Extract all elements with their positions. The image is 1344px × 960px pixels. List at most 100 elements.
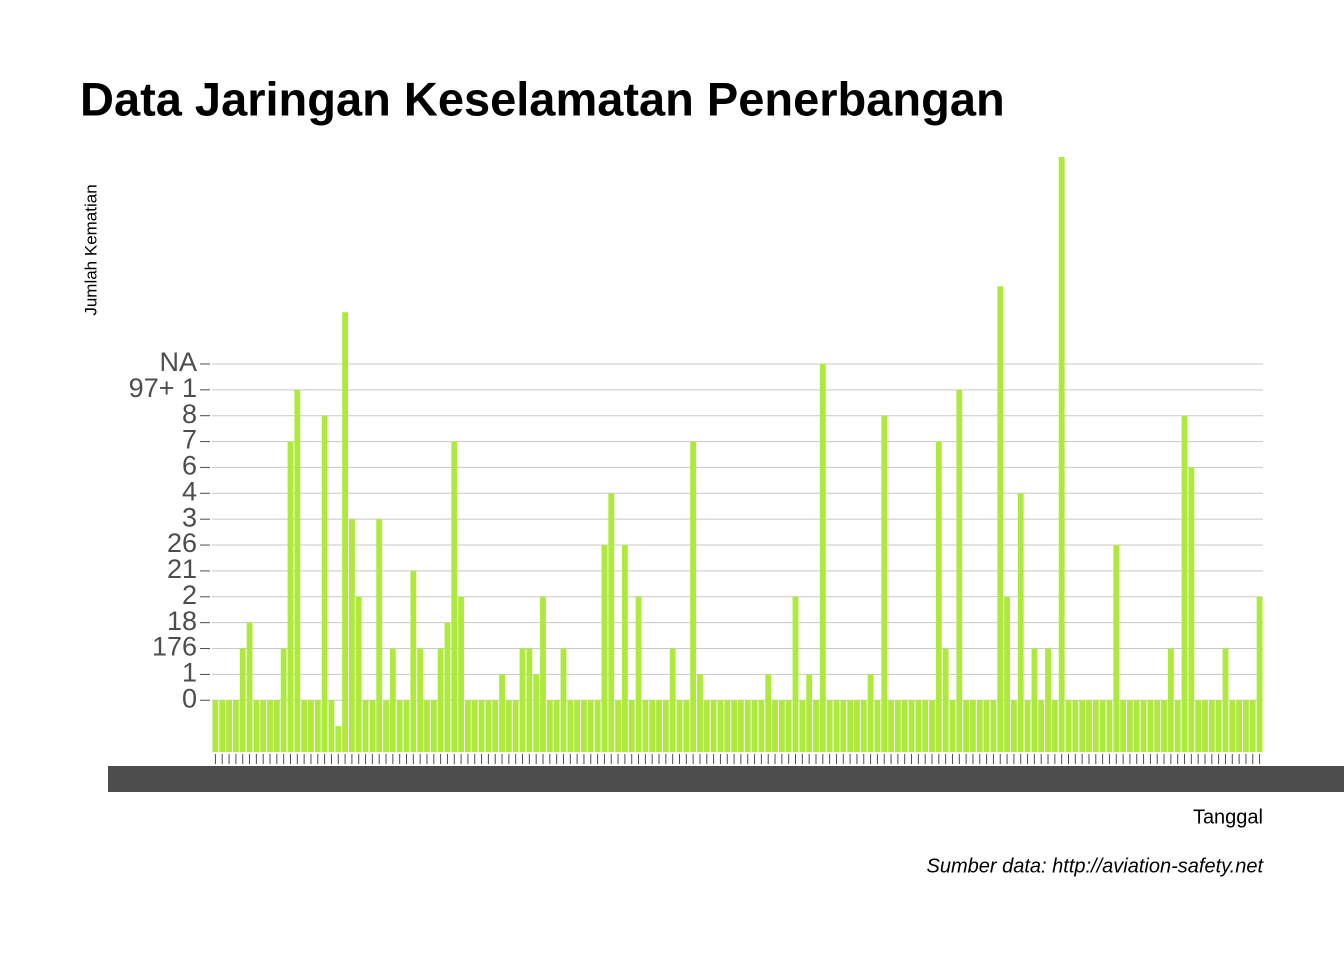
bar <box>1133 700 1140 752</box>
bar <box>376 519 383 752</box>
bar <box>935 441 942 752</box>
bar <box>765 674 772 752</box>
bar <box>792 596 799 752</box>
bar <box>396 700 403 752</box>
bar <box>458 596 465 752</box>
bar <box>949 700 956 752</box>
bar <box>990 700 997 752</box>
bar <box>819 363 826 752</box>
bar <box>1215 700 1222 752</box>
bar <box>410 570 417 752</box>
bar <box>492 700 499 752</box>
bar <box>710 700 717 752</box>
bar <box>1017 493 1024 752</box>
y-tick-label: 6 <box>182 451 197 481</box>
bar <box>772 700 778 752</box>
caption: Sumber data: http://aviation-safety.net <box>927 855 1265 877</box>
bar <box>1031 648 1038 752</box>
bar <box>1222 648 1229 752</box>
bar <box>621 545 628 752</box>
y-tick-label: 2 <box>182 580 197 610</box>
bar <box>1045 648 1051 752</box>
bar <box>854 700 860 752</box>
bar <box>232 700 239 752</box>
bar <box>983 700 990 752</box>
bar <box>806 674 813 752</box>
bar <box>881 415 888 752</box>
bar <box>533 674 540 752</box>
bar <box>867 674 874 752</box>
bar <box>314 700 321 752</box>
x-axis-label: Tanggal <box>1193 806 1263 828</box>
bar <box>1106 700 1113 752</box>
bar <box>1120 700 1127 752</box>
bar <box>1065 700 1072 752</box>
y-tick-label: 4 <box>182 476 197 506</box>
bar <box>273 700 280 752</box>
bar <box>683 700 690 752</box>
bar <box>1127 700 1133 752</box>
bar <box>1243 700 1249 752</box>
y-tick-label: 97+ 1 <box>129 373 197 403</box>
bar <box>485 700 492 752</box>
bar <box>1208 700 1215 752</box>
bar <box>1195 700 1202 752</box>
bar <box>1004 596 1010 752</box>
bar <box>567 700 574 752</box>
bar <box>690 441 697 752</box>
bar <box>1236 700 1243 752</box>
bar <box>451 441 458 752</box>
bar <box>499 674 505 752</box>
bar <box>581 700 587 752</box>
bar <box>1188 467 1195 752</box>
bar <box>1147 700 1154 752</box>
bar <box>963 700 970 752</box>
bar <box>860 700 867 752</box>
y-tick-label: 7 <box>182 425 197 455</box>
bar <box>1113 545 1120 752</box>
bar <box>751 700 758 752</box>
bar <box>574 700 581 752</box>
y-tick-label: 0 <box>182 683 197 713</box>
bar <box>778 700 785 752</box>
bar <box>1181 415 1188 752</box>
bar <box>874 700 881 752</box>
bar <box>403 700 410 752</box>
bar <box>1154 700 1161 752</box>
bar <box>1174 700 1181 752</box>
bar <box>287 441 294 752</box>
bar <box>328 700 335 752</box>
x-tick-labels-overlap <box>108 766 1344 792</box>
bar <box>471 700 478 752</box>
bar <box>894 700 901 752</box>
bar <box>540 596 546 752</box>
bar <box>676 700 683 752</box>
bar <box>656 700 662 752</box>
bar <box>519 648 526 752</box>
bar <box>669 648 676 752</box>
bar <box>942 648 949 752</box>
y-tick-label: 18 <box>167 606 197 636</box>
bar <box>239 648 246 752</box>
bar <box>970 700 976 752</box>
bar <box>1051 700 1058 752</box>
chart-title: Data Jaringan Keselamatan Penerbangan <box>80 72 1005 125</box>
bar <box>560 648 567 752</box>
bar <box>1202 700 1208 752</box>
bar <box>703 700 710 752</box>
bar <box>922 700 929 752</box>
bar <box>280 648 287 752</box>
bar <box>321 415 328 752</box>
bar <box>389 648 396 752</box>
bar <box>1167 648 1174 752</box>
bar <box>826 700 833 752</box>
y-tick-label: NA <box>159 347 197 377</box>
bar <box>649 700 656 752</box>
bar <box>1229 700 1236 752</box>
bar <box>430 700 437 752</box>
bar <box>628 700 635 752</box>
bar <box>929 700 935 752</box>
bar <box>1038 700 1045 752</box>
bar <box>335 726 342 752</box>
bar <box>546 700 553 752</box>
